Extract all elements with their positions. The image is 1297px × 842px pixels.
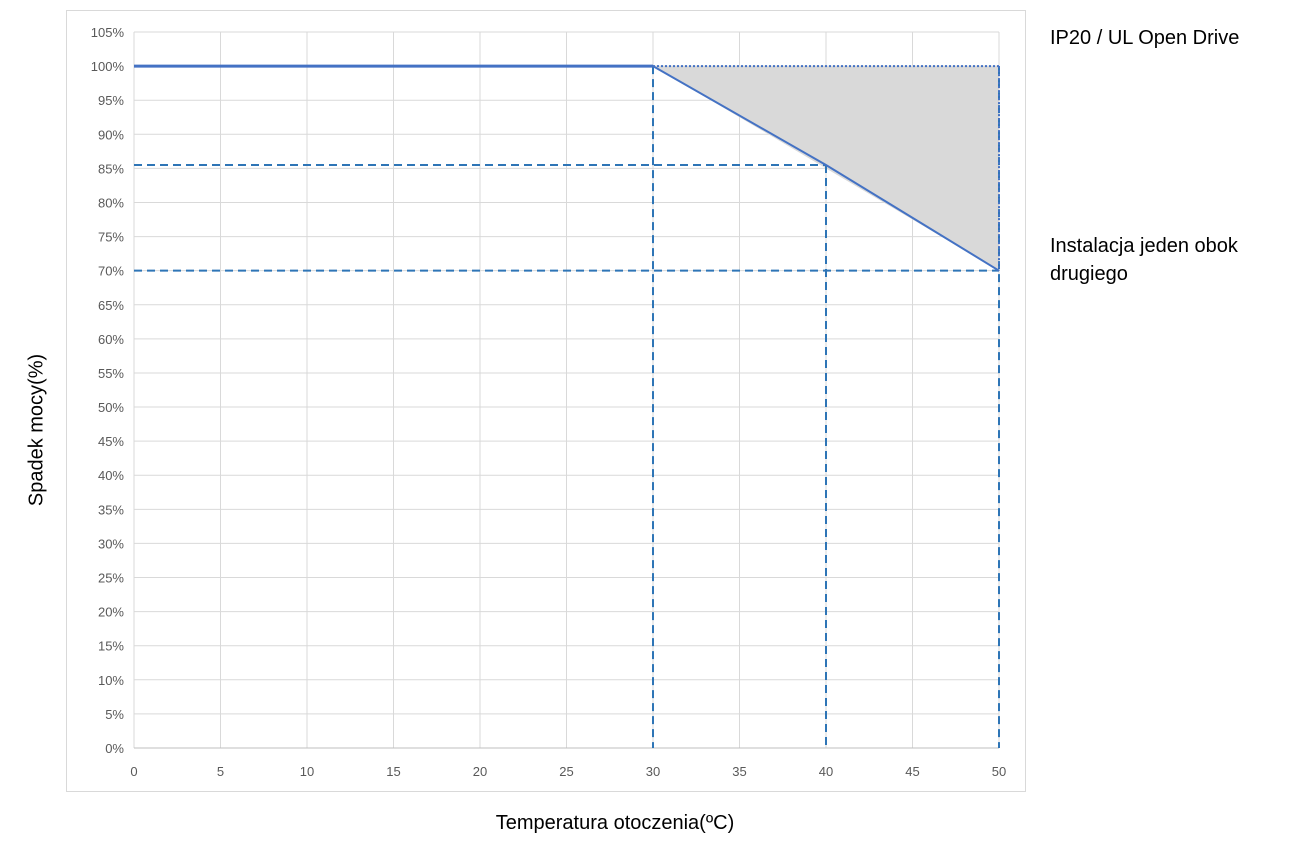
y-tick-label: 55% (98, 366, 124, 381)
y-tick-label: 10% (98, 673, 124, 688)
y-tick-label: 60% (98, 332, 124, 347)
y-tick-label: 85% (98, 161, 124, 176)
x-tick-label: 50 (992, 764, 1006, 779)
x-tick-label: 5 (217, 764, 224, 779)
x-tick-label: 30 (646, 764, 660, 779)
label-side-by-side-installation: Instalacja jeden obok drugiego (1050, 235, 1238, 285)
x-tick-label: 35 (732, 764, 746, 779)
y-tick-label: 5% (105, 707, 124, 722)
y-tick-label: 45% (98, 434, 124, 449)
y-axis-title: Spadek mocy(%) (25, 353, 48, 507)
y-tick-label: 90% (98, 127, 124, 142)
x-tick-label: 20 (473, 764, 487, 779)
y-tick-label: 30% (98, 536, 124, 551)
label-ip20-open-drive: IP20 / UL Open Drive (1050, 27, 1240, 49)
y-tick-label: 50% (98, 400, 124, 415)
y-tick-label: 40% (98, 468, 124, 483)
y-tick-label: 20% (98, 605, 124, 620)
x-tick-label: 10 (300, 764, 314, 779)
y-tick-label: 100% (91, 59, 125, 74)
chart-svg: 0% 5% 10% 15% 20% 25% 30% 35% 40% 45% 50% 55% 60% 65%… (91, 25, 1006, 779)
x-tick-label: 25 (559, 764, 573, 779)
x-tick-label: 45 (905, 764, 919, 779)
x-tick-label: 0 (130, 764, 137, 779)
y-tick-label: 105% (91, 25, 125, 40)
y-tick-label: 75% (98, 230, 124, 245)
y-tick-label: 95% (98, 93, 124, 108)
chart-frame: 0% 5% 10% 15% 20% 25% 30% 35% 40% 45% 50% 55% 60% 65%… (66, 10, 1026, 792)
y-tick-label: 65% (98, 298, 124, 313)
x-tick-label: 15 (386, 764, 400, 779)
y-tick-label: 25% (98, 571, 124, 586)
y-tick-label: 70% (98, 264, 124, 279)
y-tick-label: 80% (98, 195, 124, 210)
y-tick-label: 15% (98, 639, 124, 654)
y-tick-label: 0% (105, 741, 124, 756)
x-tick-label: 40 (819, 764, 833, 779)
y-tick-label: 35% (98, 502, 124, 517)
series-side-by-side-line (134, 65, 1000, 272)
x-axis-title: Temperatura otoczenia(ºC) (495, 812, 735, 834)
